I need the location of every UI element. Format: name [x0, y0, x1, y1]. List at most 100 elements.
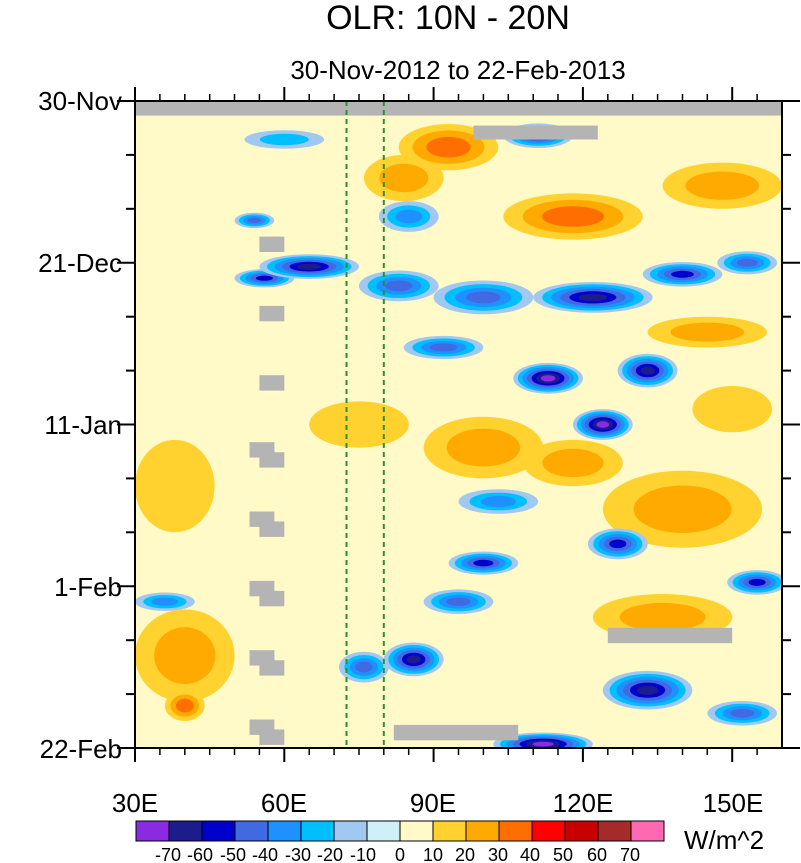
x-axis [134, 87, 758, 762]
suppressed-anomaly [523, 439, 623, 487]
colorbar-label: 40 [520, 845, 540, 863]
missing-data-block [259, 375, 285, 391]
convective-anomaly [602, 670, 693, 710]
convective-anomaly [587, 528, 648, 560]
convective-anomaly [458, 489, 539, 514]
suppressed-anomaly [135, 439, 215, 533]
missing-data-block [259, 660, 285, 676]
chart-title: OLR: 10N - 20N [326, 0, 570, 37]
contour-level [355, 661, 373, 673]
convective-anomaly [642, 262, 723, 287]
colorbar-swatch [564, 820, 599, 842]
contour-level [748, 578, 766, 586]
contour-level [151, 597, 179, 606]
missing-data-block [259, 452, 285, 468]
contour-level [619, 602, 706, 632]
missing-data-block [259, 590, 285, 607]
contour-level [578, 293, 608, 302]
contour-level [429, 343, 458, 352]
contour-level [671, 270, 694, 278]
colorbar-boxes [135, 820, 665, 842]
contour-level [685, 171, 760, 200]
y-tick-label: 22-Feb [40, 734, 122, 764]
missing-data-block [135, 101, 782, 116]
missing-data-layer [135, 101, 782, 745]
colorbar-unit: W/m^2 [684, 825, 764, 855]
convective-anomaly [448, 551, 519, 575]
x-tick-label: 30E [112, 788, 158, 818]
colorbar-label: 0 [395, 845, 405, 863]
colorbar-swatch [498, 820, 533, 842]
x-axis-labels: 30E 60E 90E 120E 150E [112, 788, 764, 818]
colorbar-label: 70 [620, 845, 640, 863]
convective-anomaly [378, 201, 439, 232]
convective-anomaly [727, 570, 782, 595]
colorbar-swatch [234, 820, 269, 842]
colorbar-label: -10 [350, 845, 376, 863]
contour-level [609, 539, 627, 549]
contour-level [473, 559, 494, 567]
y-tick-label: 30-Nov [38, 86, 122, 116]
contour-level [297, 263, 322, 270]
convective-anomaly [493, 732, 593, 748]
colorbar-swatch [399, 820, 434, 842]
convective-anomaly [433, 280, 534, 315]
suppressed-anomaly [692, 386, 772, 433]
suppressed-anomaly [309, 401, 409, 448]
contour-level [406, 655, 421, 664]
colorbar-swatch [135, 820, 170, 842]
convective-anomaly [403, 335, 484, 360]
contour-level [633, 485, 732, 533]
convective-anomaly [339, 651, 389, 683]
colorbar-swatch [432, 820, 467, 842]
convective-anomaly [135, 592, 195, 611]
contour-level [176, 698, 194, 713]
x-tick-label: 150E [703, 788, 764, 818]
suppressed-anomaly [423, 416, 544, 479]
y-axis [117, 100, 800, 749]
convective-anomaly [234, 212, 275, 229]
contour-level [395, 209, 423, 224]
colorbar-label: 30 [488, 845, 508, 863]
convective-anomaly [533, 282, 653, 313]
contour-level [736, 258, 758, 267]
convective-anomaly [244, 130, 325, 149]
colorbar-swatch [465, 820, 500, 842]
contour-level [542, 206, 604, 227]
colorbar-swatch [201, 820, 236, 842]
suppressed-anomaly [647, 316, 767, 348]
colorbar-swatch [597, 820, 632, 842]
y-tick-label: 11-Jan [44, 410, 122, 440]
y-tick-label: 1-Feb [54, 572, 122, 602]
contour-level [259, 133, 309, 146]
contour-level [385, 280, 413, 292]
colorbar-label: -50 [220, 845, 246, 863]
olr-anomaly-field [135, 123, 782, 748]
colorbar-swatch [531, 820, 566, 842]
colorbar-labels: -70 -60 -50 -40 -30 -20 -10 0 10 20 30 4… [155, 845, 640, 863]
contour-level [640, 366, 655, 375]
suppressed-anomaly [135, 609, 235, 702]
colorbar-label: -30 [285, 845, 311, 863]
colorbar-label: 50 [553, 845, 573, 863]
colorbar-swatch [333, 820, 368, 842]
contour-level [154, 627, 216, 684]
colorbar-swatch [630, 820, 665, 842]
y-axis-labels: 30-Nov 21-Dec 11-Jan 1-Feb 22-Feb [38, 86, 122, 764]
suppressed-anomaly [602, 470, 763, 548]
contour-level [532, 741, 554, 747]
colorbar-label: -20 [317, 845, 343, 863]
convective-anomaly [423, 589, 494, 614]
suppressed-anomaly [503, 193, 643, 240]
convective-anomaly [259, 254, 360, 279]
x-tick-label: 60E [261, 788, 307, 818]
colorbar-label: 10 [423, 845, 443, 863]
missing-data-block [473, 125, 598, 140]
missing-data-block [259, 729, 285, 745]
missing-data-block [607, 627, 733, 644]
convective-anomaly [513, 362, 583, 394]
plot-area [135, 101, 782, 748]
y-tick-label: 21-Dec [38, 248, 122, 278]
missing-data-block [259, 236, 285, 252]
